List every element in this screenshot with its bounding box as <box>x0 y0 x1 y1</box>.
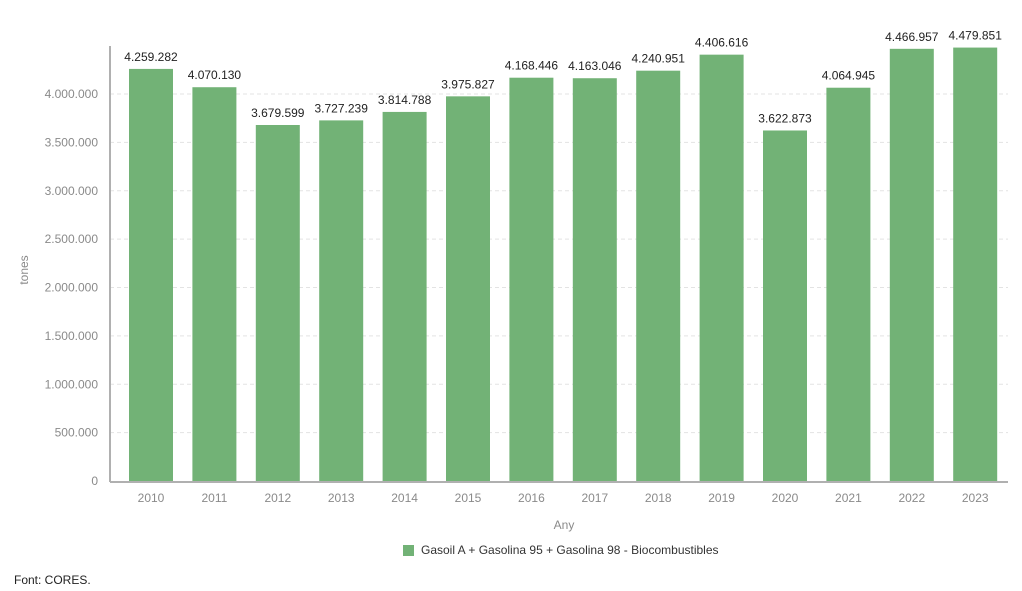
bar <box>636 70 681 481</box>
x-axis-title: Any <box>554 518 575 532</box>
x-tick-label: 2014 <box>391 491 418 505</box>
legend-swatch <box>403 544 414 556</box>
bar <box>129 68 173 482</box>
bar <box>953 47 998 482</box>
bar <box>255 124 300 482</box>
y-tick-label: 4.000.000 <box>45 87 99 101</box>
data-label: 3.622.873 <box>758 111 812 125</box>
data-label: 4.479.851 <box>949 29 1003 43</box>
bar <box>509 77 554 481</box>
data-label: 4.070.130 <box>188 68 242 82</box>
bar <box>446 96 490 481</box>
x-tick-label: 2017 <box>581 491 608 505</box>
x-tick-label: 2015 <box>455 491 482 505</box>
data-label: 3.975.827 <box>441 77 495 91</box>
bar <box>763 130 807 481</box>
data-label: 4.406.616 <box>695 36 749 50</box>
data-label: 4.259.282 <box>124 50 178 64</box>
x-tick-label: 2019 <box>708 491 735 505</box>
y-tick-label: 500.000 <box>55 426 99 440</box>
bar <box>382 111 427 482</box>
legend[interactable]: Gasoil A + Gasolina 95 + Gasolina 98 - B… <box>403 543 719 557</box>
y-tick-label: 2.000.000 <box>45 281 99 295</box>
data-label: 4.064.945 <box>822 69 876 83</box>
y-tick-label: 1.500.000 <box>45 329 99 343</box>
x-tick-label: 2013 <box>328 491 355 505</box>
x-tick-label: 2018 <box>645 491 672 505</box>
data-label: 3.727.239 <box>315 101 369 115</box>
x-tick-label: 2012 <box>264 491 291 505</box>
data-label: 3.814.788 <box>378 93 432 107</box>
data-label: 4.466.957 <box>885 30 939 44</box>
y-tick-label: 1.000.000 <box>45 377 99 391</box>
y-tick-label: 3.500.000 <box>45 135 99 149</box>
data-label: 4.168.446 <box>505 59 559 73</box>
bar <box>192 87 237 482</box>
bar <box>572 78 617 482</box>
x-tick-label: 2023 <box>962 491 989 505</box>
x-tick-label: 2021 <box>835 491 862 505</box>
data-label: 4.163.046 <box>568 59 622 73</box>
y-tick-label: 2.500.000 <box>45 232 99 246</box>
x-tick-label: 2020 <box>772 491 799 505</box>
y-axis-title: tones <box>17 255 31 284</box>
x-tick-label: 2010 <box>138 491 165 505</box>
x-tick-label: 2022 <box>898 491 925 505</box>
bar <box>699 54 744 481</box>
source-note: Font: CORES. <box>14 573 91 587</box>
bar <box>889 48 934 482</box>
x-tick-label: 2011 <box>201 491 227 505</box>
bar <box>826 87 871 482</box>
data-label: 4.240.951 <box>632 52 686 66</box>
legend-label: Gasoil A + Gasolina 95 + Gasolina 98 - B… <box>421 543 719 557</box>
data-label: 3.679.599 <box>251 106 305 120</box>
bar <box>319 120 364 482</box>
y-tick-label: 0 <box>91 474 98 488</box>
y-tick-label: 3.000.000 <box>45 184 99 198</box>
x-tick-label: 2016 <box>518 491 545 505</box>
